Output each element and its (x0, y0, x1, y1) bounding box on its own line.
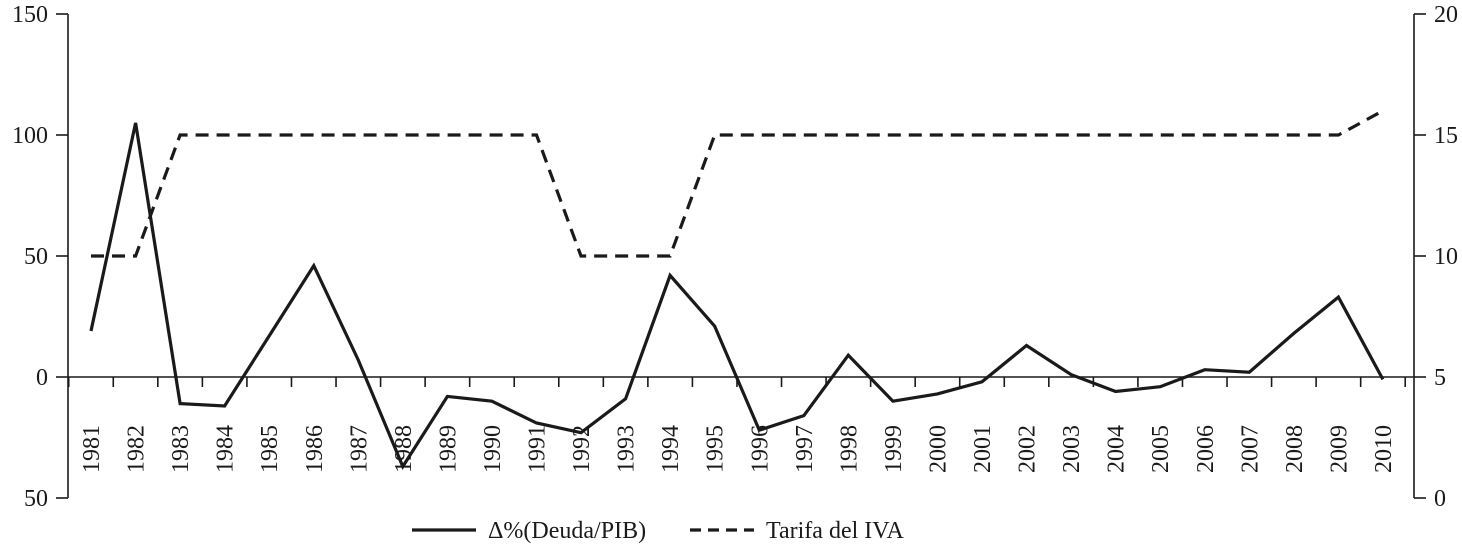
left-axis-tick-label: 50 (24, 486, 48, 512)
legend-label: Tarifa del IVA (766, 518, 904, 544)
x-axis-tick-label: 1997 (792, 425, 818, 473)
x-axis-tick-label: 2004 (1104, 425, 1130, 473)
x-axis-tick-label: 1989 (435, 425, 461, 473)
x-axis-tick-label: 1996 (747, 425, 773, 473)
series-lines (89, 109, 1385, 470)
x-axis-tick-label: 1990 (480, 425, 506, 473)
x-axis-tick-label: 2000 (925, 425, 951, 473)
x-axis-tick-label: 2003 (1059, 425, 1085, 473)
left-axis-tick-label: 150 (12, 2, 48, 28)
x-axis-tick-label: 1991 (525, 425, 551, 473)
x-axis-tick-label: 1993 (614, 425, 640, 473)
x-axis-tick-label: 1985 (257, 425, 283, 473)
legend: Δ%(Deuda/PIB) Tarifa del IVA (412, 518, 904, 544)
x-axis-tick-label: 2008 (1282, 425, 1308, 473)
x-axis-tick-label: 1995 (703, 425, 729, 473)
x-axis-tick-label: 1994 (658, 425, 684, 473)
x-axis-tick-label: 1984 (213, 425, 239, 473)
left-axis-tick-label: 0 (36, 365, 48, 391)
right-axis-tick-label: 20 (1434, 2, 1458, 28)
x-axis-tick-label: 1987 (346, 425, 372, 473)
x-axis-tick-label: 2010 (1371, 425, 1397, 473)
x-axis-tick-label: 1982 (124, 425, 150, 473)
x-axis-tick-label: 1986 (302, 425, 328, 473)
x-axis-ticks: 1981 1982 1983 1984 1985 1986 1987 1988 1989 1990… (67, 377, 1407, 473)
left-axis-tick-label: 50 (24, 244, 48, 270)
x-axis-tick-label: 2005 (1148, 425, 1174, 473)
right-axis-tick-label: 10 (1434, 244, 1458, 270)
right-axis-tick-label: 0 (1434, 486, 1446, 512)
x-axis-tick-label: 2002 (1015, 425, 1041, 473)
x-axis-tick-label: 2009 (1326, 425, 1352, 473)
series-line-dashed (91, 109, 1384, 258)
x-axis-tick-label: 2001 (970, 425, 996, 473)
x-axis-tick-label: 1981 (79, 425, 105, 473)
right-axis-tick-label: 15 (1434, 123, 1458, 149)
x-axis-tick-label: 2007 (1237, 425, 1263, 473)
x-axis-tick-label: 1999 (881, 425, 907, 473)
x-axis-tick-label: 2006 (1193, 425, 1219, 473)
series-line-solid (89, 122, 1385, 470)
x-axis-tick-label: 1983 (168, 425, 194, 473)
legend-label: Δ%(Deuda/PIB) (488, 518, 646, 544)
x-axis-tick-label: 1998 (836, 425, 862, 473)
right-axis-tick-label: 5 (1434, 365, 1446, 391)
left-axis-tick-label: 100 (12, 123, 48, 149)
